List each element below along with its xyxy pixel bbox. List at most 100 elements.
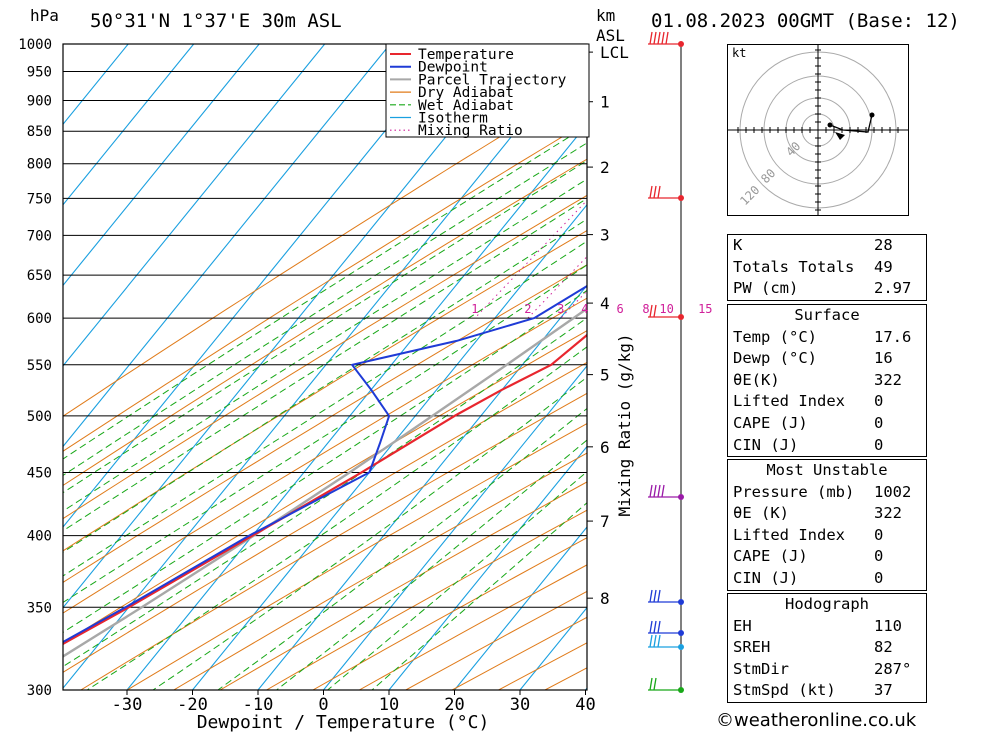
dry-adiabat-line <box>80 392 587 690</box>
wet-adiabat-line <box>276 439 587 690</box>
hodograph-trace <box>829 114 873 133</box>
surface-value: 16 <box>874 349 893 368</box>
km-tick-label: LCL <box>600 43 629 62</box>
wind-barb-feather <box>653 484 657 498</box>
mixing-ratio-label: 3 <box>557 302 564 316</box>
indices-table: K 28 Totals Totals 49 PW (cm) 2.97 <box>727 234 927 301</box>
surface-value: 17.6 <box>874 327 912 346</box>
wind-barb-feather <box>661 31 665 45</box>
index-value: 28 <box>874 236 893 254</box>
pressure-tick-label: 350 <box>27 600 52 616</box>
mu-value: 0 <box>874 568 884 587</box>
hodo-row: EH 110 <box>728 616 926 638</box>
profile-lines <box>63 284 587 658</box>
mu-key: Pressure (mb) <box>733 482 855 501</box>
hodo-value: 82 <box>874 638 893 657</box>
dry-adiabat-line <box>63 361 587 673</box>
index-value: 49 <box>874 257 893 276</box>
mixing-ratio-label: 6 <box>616 302 623 316</box>
legend-label: Parcel Trajectory <box>418 72 567 88</box>
wind-barb-feather <box>649 484 653 498</box>
surface-row: Lifted Index 0 <box>728 391 926 413</box>
mixing-ratio-label: 1 <box>471 302 478 316</box>
mu-key: θE (K) <box>733 504 789 523</box>
mu-value: 1002 <box>874 482 912 501</box>
wet-adiabat-line <box>152 376 587 690</box>
mu-key: Lifted Index <box>733 525 845 544</box>
wind-barb <box>648 589 681 603</box>
hodograph-table-title: Hodograph <box>785 595 869 613</box>
temperature-line <box>63 333 587 646</box>
wind-barb-feather <box>649 185 653 199</box>
km-tick-label: 2 <box>600 158 610 177</box>
hodo-value: 110 <box>874 616 902 635</box>
temp-tick-label: -20 <box>177 695 208 715</box>
legend-label: Dewpoint <box>418 60 488 76</box>
wind-barb <box>648 620 681 634</box>
wind-barb-feather <box>653 634 657 648</box>
wind-barb-feather <box>649 634 653 648</box>
wet-adiabat-line <box>86 346 587 690</box>
isotherm-line <box>257 284 587 690</box>
hodo-key: StmSpd (kt) <box>733 681 836 700</box>
mixing-ratio-labels: 12346810152025 <box>471 302 763 316</box>
km-tick-label: 6 <box>600 438 610 457</box>
mixing-ratio-label: 8 <box>642 302 649 316</box>
isotherm-line <box>63 44 391 448</box>
temp-tick-label: 20 <box>444 695 464 715</box>
index-key: PW (cm) <box>733 279 799 298</box>
km-tick-label: 5 <box>600 366 610 385</box>
wind-barb-feather <box>657 484 661 498</box>
mu-key: CIN (J) <box>733 568 799 587</box>
storm-motion-arrow <box>835 132 845 140</box>
hodograph-unit: kt <box>732 46 746 60</box>
surface-row: CIN (J) 0 <box>728 435 926 457</box>
isotherm-line <box>126 123 587 690</box>
surface-key: θE(K) <box>733 370 780 389</box>
km-label: km <box>596 6 616 25</box>
surface-key: Temp (°C) <box>733 327 817 346</box>
most-unstable-table: Most Unstable Pressure (mb) 1002 θE (K) 32… <box>727 459 927 591</box>
isotherm-line <box>454 526 587 690</box>
pressure-tick-label: 850 <box>27 124 52 140</box>
km-tick-label: 7 <box>600 512 610 531</box>
wind-barb-feather <box>653 589 657 603</box>
wind-barb-feather <box>657 634 661 648</box>
pressure-tick-label: 950 <box>27 65 52 81</box>
mu-value: 0 <box>874 547 884 566</box>
axes: 3003504004505005506006507007508008509009… <box>18 37 634 733</box>
isotherm-line <box>63 44 260 287</box>
surface-title: Surface <box>794 306 860 324</box>
most-unstable-title: Most Unstable <box>766 461 888 479</box>
wind-barb <box>648 677 681 691</box>
surface-row: Dewp (°C) 16 <box>728 348 926 370</box>
hodo-value: 287° <box>874 659 912 678</box>
legend-label: Temperature <box>418 47 514 63</box>
surface-key: Lifted Index <box>733 392 845 411</box>
dry-adiabat-line <box>63 158 587 487</box>
hodograph-point <box>869 112 875 118</box>
copyright-footer[interactable]: ©weatheronline.co.uk <box>716 710 917 731</box>
pressure-tick-label: 500 <box>27 409 52 425</box>
hodograph: kt 40 80 120 <box>727 44 909 216</box>
legend-label: Mixing Ratio <box>418 123 523 139</box>
index-row: K 28 <box>728 235 926 257</box>
hodo-key: EH <box>733 616 752 635</box>
index-key: K <box>733 236 743 254</box>
x-axis-label: Dewpoint / Temperature (°C) <box>197 712 490 733</box>
legend-label: Isotherm <box>418 111 488 127</box>
hodograph-table: Hodograph EH 110 SREH 82 StmDir 287° StmSpd… <box>727 593 927 703</box>
wind-barb <box>648 484 681 498</box>
wind-barb-feather <box>653 677 657 691</box>
surface-key: CAPE (J) <box>733 413 808 432</box>
location-title: 50°31'N 1°37'E 30m ASL <box>90 10 342 32</box>
index-value: 2.97 <box>874 279 912 298</box>
temp-tick-label: 30 <box>510 695 530 715</box>
pressure-tick-label: 450 <box>27 465 52 481</box>
legend-label: Dry Adiabat <box>418 85 514 101</box>
dry-adiabat-line <box>173 452 587 690</box>
index-key: Totals Totals <box>733 257 855 276</box>
dry-adiabat-line <box>63 330 587 644</box>
wet-adiabat-line <box>63 317 587 668</box>
